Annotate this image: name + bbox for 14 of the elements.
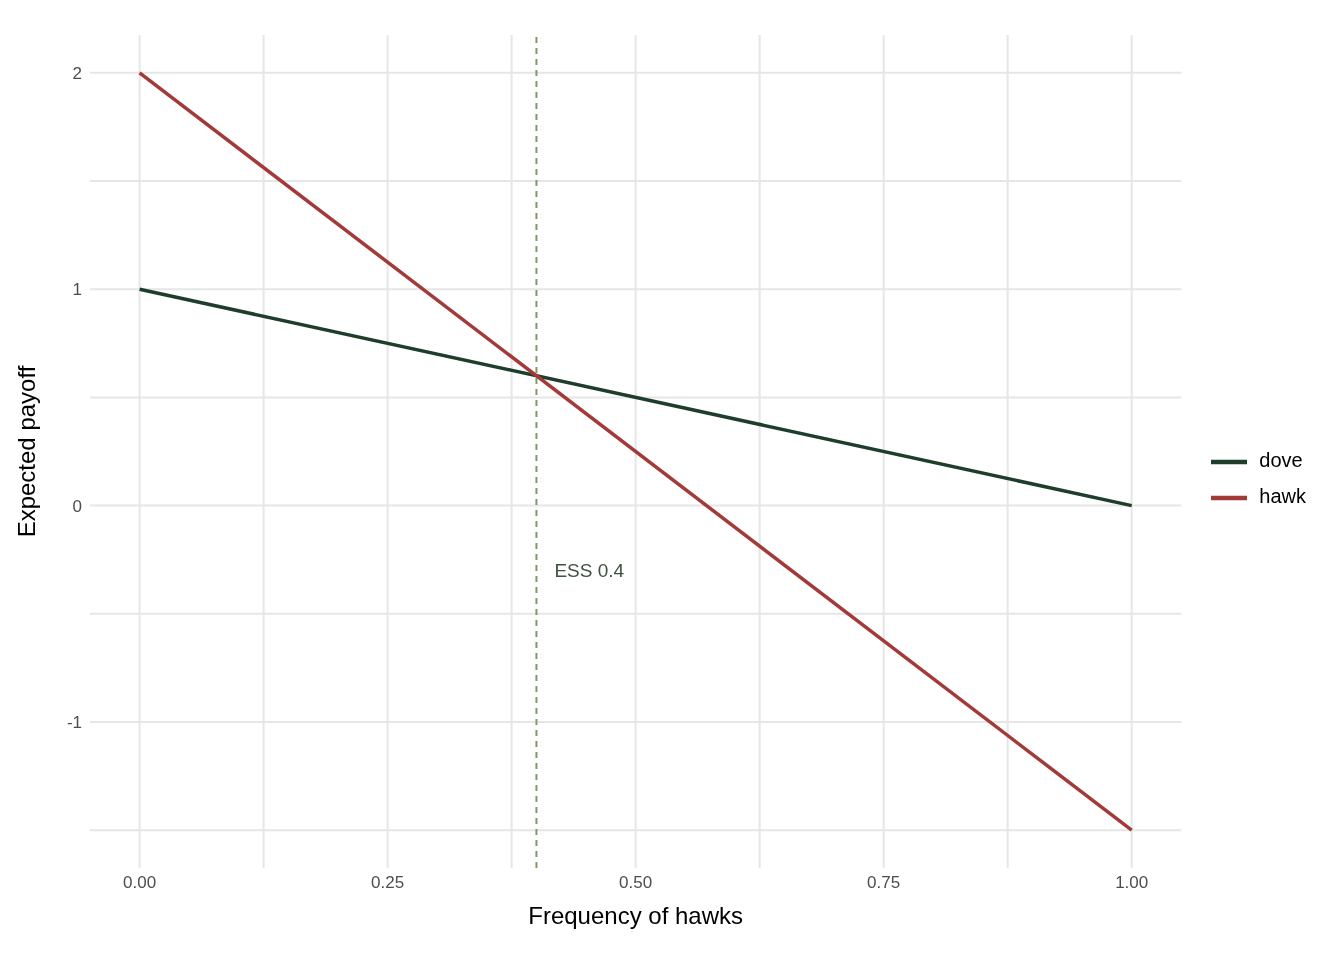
x-tick-label: 1.00 bbox=[1115, 873, 1149, 893]
y-tick-label: 0 bbox=[72, 496, 82, 516]
y-axis-title: Expected payoff bbox=[12, 365, 40, 538]
y-tick-label: -1 bbox=[66, 712, 82, 732]
y-tick-label: 1 bbox=[72, 280, 82, 300]
y-tick-label: 2 bbox=[72, 63, 82, 83]
annotation: ESS 0.4 bbox=[554, 560, 625, 582]
x-tick-label: 0.75 bbox=[867, 873, 901, 893]
x-tick-label: 0.50 bbox=[619, 873, 653, 893]
x-axis-title: Frequency of hawks bbox=[528, 902, 744, 929]
x-tick-label: 0.25 bbox=[371, 873, 405, 893]
legend-label: hawk bbox=[1259, 485, 1306, 508]
legend-label: dove bbox=[1259, 449, 1303, 472]
x-tick-label: 0.00 bbox=[123, 873, 157, 893]
